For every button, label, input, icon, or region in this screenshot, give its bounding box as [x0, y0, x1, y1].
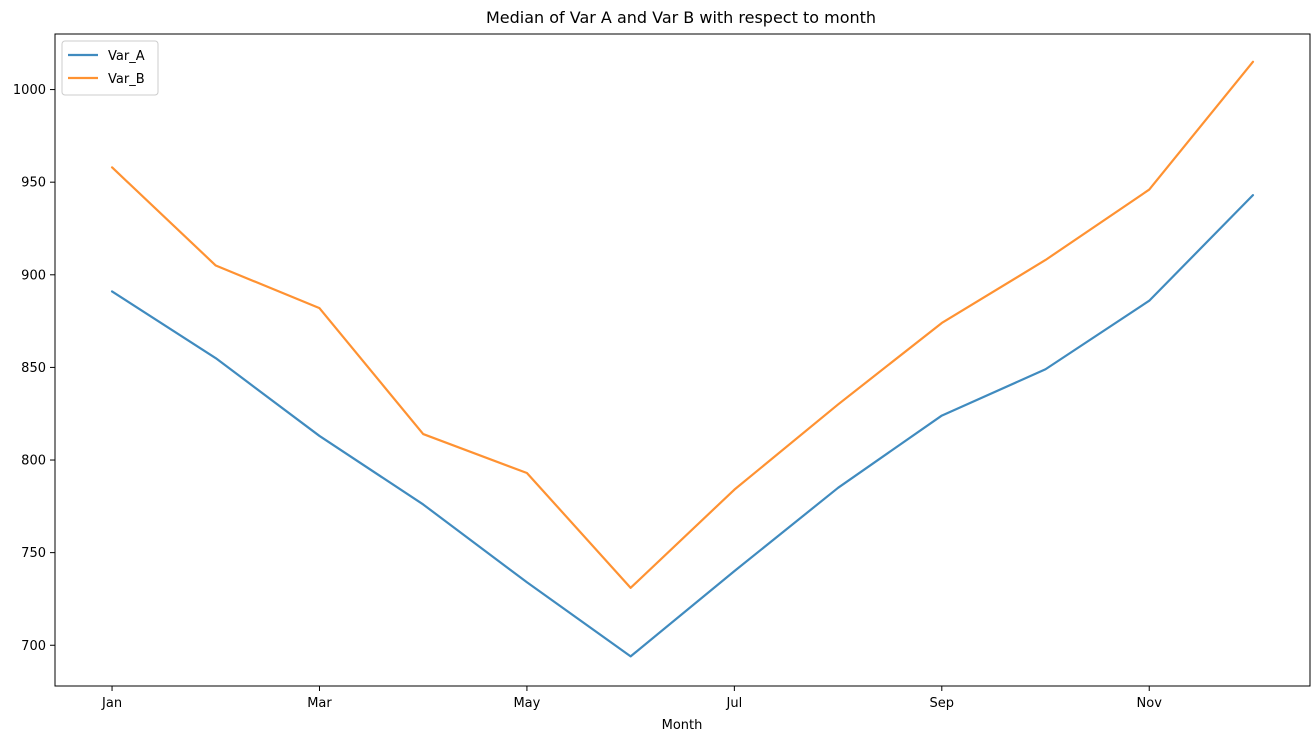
x-tick-label: Sep — [930, 696, 955, 711]
plot-frame — [54, 33, 1311, 687]
y-tick-label: 850 — [21, 361, 46, 376]
x-tick-label: May — [513, 696, 540, 711]
x-tick-label: Jul — [726, 696, 743, 711]
x-tick-label: Mar — [307, 696, 332, 711]
x-axis-label: Month — [662, 718, 703, 733]
x-tick-label: Jan — [101, 696, 122, 711]
series-line-var-b — [110, 60, 1255, 589]
plot-area: Jan Mar May Jul Sep Nov 700 750 800 850 900 950 1000… — [13, 33, 1311, 711]
legend-label: Var_B — [108, 72, 145, 87]
y-tick-label: 700 — [21, 639, 46, 654]
y-tick-label: 800 — [21, 454, 46, 469]
series-line-var-a — [110, 194, 1255, 658]
legend: Var_A Var_B — [61, 40, 159, 96]
y-tick-label: 900 — [21, 268, 46, 283]
x-tick-label: Nov — [1137, 696, 1163, 711]
chart-title: Median of Var A and Var B with respect t… — [486, 8, 876, 27]
y-tick-label: 1000 — [13, 83, 46, 98]
legend-label: Var_A — [108, 49, 145, 64]
y-tick-label: 750 — [21, 546, 46, 561]
y-tick-label: 950 — [21, 176, 46, 191]
